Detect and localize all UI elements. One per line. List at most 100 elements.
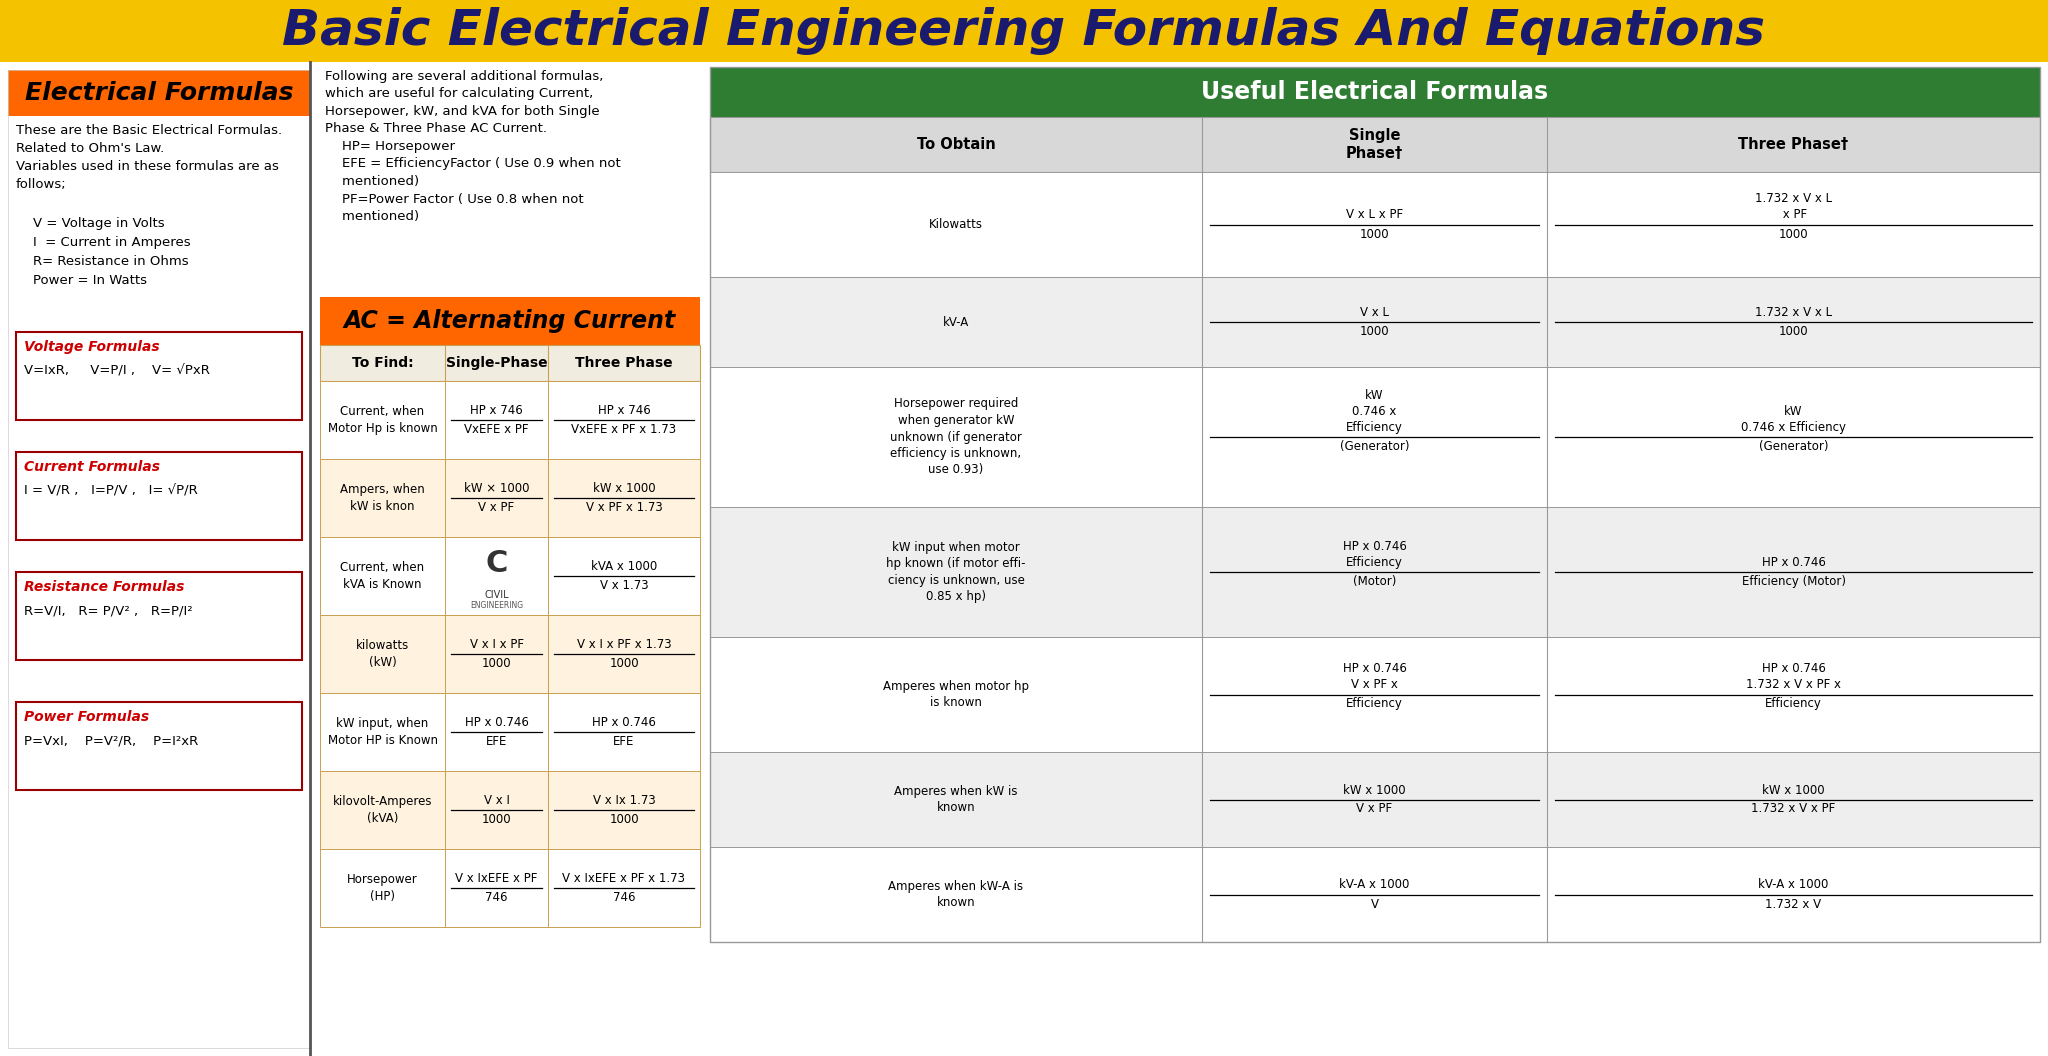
Text: HP x 0.746
V x PF x: HP x 0.746 V x PF x (1343, 662, 1407, 692)
Text: 1.732 x V x L: 1.732 x V x L (1755, 306, 1833, 319)
Bar (8, 70, 309, 1048)
Text: Three Phase†: Three Phase† (1739, 137, 1849, 152)
Text: ENGINEERING: ENGINEERING (469, 601, 522, 610)
Text: VxEFE x PF: VxEFE x PF (465, 423, 528, 436)
Text: V x PF: V x PF (479, 501, 514, 514)
Text: Efficiency: Efficiency (1765, 698, 1823, 711)
Text: HP x 0.746
Efficiency: HP x 0.746 Efficiency (1343, 540, 1407, 569)
Bar (711, 507, 2040, 637)
Bar (319, 345, 700, 381)
Text: Power Formulas: Power Formulas (25, 710, 150, 724)
Text: Current Formulas: Current Formulas (25, 460, 160, 474)
Bar (16, 452, 301, 540)
Bar (8, 70, 309, 116)
Text: 1.732 x V x PF: 1.732 x V x PF (1751, 803, 1835, 815)
Text: 1000: 1000 (481, 813, 512, 826)
Text: Basic Electrical Engineering Formulas And Equations: Basic Electrical Engineering Formulas An… (283, 7, 1765, 55)
Text: 1.732 x V: 1.732 x V (1765, 898, 1821, 910)
Text: 1000: 1000 (1778, 325, 1808, 338)
Text: These are the Basic Electrical Formulas.
Related to Ohm's Law.
Variables used in: These are the Basic Electrical Formulas.… (16, 124, 283, 191)
Text: P=VxI,    P=V²/R,    P=I²xR: P=VxI, P=V²/R, P=I²xR (25, 734, 199, 747)
Text: 1000: 1000 (608, 813, 639, 826)
Text: EFE: EFE (612, 735, 635, 748)
Text: (Motor): (Motor) (1354, 576, 1397, 588)
Bar (711, 172, 2040, 277)
Text: Single
Phase†: Single Phase† (1346, 128, 1403, 162)
Text: V x I: V x I (483, 794, 510, 807)
Text: kV-A x 1000: kV-A x 1000 (1339, 879, 1409, 891)
Bar (711, 277, 2040, 367)
Text: V = Voltage in Volts
    I  = Current in Amperes
    R= Resistance in Ohms
    P: V = Voltage in Volts I = Current in Ampe… (16, 216, 190, 287)
Text: kW
0.746 x Efficiency: kW 0.746 x Efficiency (1741, 406, 1845, 434)
Text: kVA x 1000: kVA x 1000 (592, 560, 657, 573)
Text: Amperes when kW is
known: Amperes when kW is known (895, 785, 1018, 814)
Text: HP x 0.746: HP x 0.746 (592, 716, 655, 729)
Bar (16, 332, 301, 420)
Text: HP x 0.746: HP x 0.746 (465, 716, 528, 729)
Text: kW × 1000: kW × 1000 (463, 482, 528, 495)
Bar (16, 572, 301, 660)
Bar (711, 847, 2040, 942)
Bar (711, 67, 2040, 117)
Text: V x L: V x L (1360, 306, 1389, 319)
Text: Three Phase: Three Phase (575, 356, 674, 370)
Bar (319, 381, 700, 459)
Text: V x L x PF: V x L x PF (1346, 208, 1403, 222)
Bar (16, 702, 301, 790)
Text: V x I x PF x 1.73: V x I x PF x 1.73 (578, 638, 672, 650)
Text: Horsepower
(HP): Horsepower (HP) (346, 873, 418, 903)
Text: CIVIL: CIVIL (483, 590, 508, 600)
Text: kW x 1000: kW x 1000 (1343, 784, 1405, 796)
Text: 1000: 1000 (1360, 227, 1389, 241)
Text: V x I x PF: V x I x PF (469, 638, 524, 650)
Text: Amperes when motor hp
is known: Amperes when motor hp is known (883, 680, 1028, 710)
Text: V x PF x 1.73: V x PF x 1.73 (586, 501, 662, 514)
Text: Current, when
Motor Hp is known: Current, when Motor Hp is known (328, 406, 438, 435)
Text: 1000: 1000 (481, 657, 512, 670)
Bar (319, 459, 700, 538)
Text: V x IxEFE x PF: V x IxEFE x PF (455, 872, 539, 885)
Text: Voltage Formulas: Voltage Formulas (25, 340, 160, 354)
Text: kilowatts
(kW): kilowatts (kW) (356, 639, 410, 668)
Bar (319, 615, 700, 693)
Text: Kilowatts: Kilowatts (930, 218, 983, 231)
Text: Efficiency (Motor): Efficiency (Motor) (1741, 576, 1845, 588)
Text: (Generator): (Generator) (1339, 440, 1409, 453)
Text: HP x 746: HP x 746 (598, 404, 651, 417)
Bar (319, 693, 700, 771)
Text: Amperes when kW-A is
known: Amperes when kW-A is known (889, 880, 1024, 909)
Text: kilovolt-Amperes
(kVA): kilovolt-Amperes (kVA) (332, 795, 432, 825)
Text: (Generator): (Generator) (1759, 440, 1829, 453)
Bar (0, 0, 2048, 62)
Text: HP x 746: HP x 746 (471, 404, 522, 417)
Text: V x 1.73: V x 1.73 (600, 579, 649, 592)
Text: AC = Alternating Current: AC = Alternating Current (344, 309, 676, 333)
Text: kV-A: kV-A (942, 316, 969, 328)
Text: HP x 0.746
1.732 x V x PF x: HP x 0.746 1.732 x V x PF x (1747, 662, 1841, 692)
Text: kV-A x 1000: kV-A x 1000 (1759, 879, 1829, 891)
Bar (319, 771, 700, 849)
Text: kW input when motor
hp known (if motor effi-
ciency is unknown, use
0.85 x hp): kW input when motor hp known (if motor e… (887, 541, 1026, 603)
Bar (711, 637, 2040, 752)
Bar (319, 297, 700, 345)
Text: Resistance Formulas: Resistance Formulas (25, 580, 184, 593)
Text: R=V/I,   R= P/V² ,   R=P/I²: R=V/I, R= P/V² , R=P/I² (25, 604, 193, 617)
Bar (711, 67, 2040, 942)
Text: 1000: 1000 (1360, 325, 1389, 338)
Text: Efficiency: Efficiency (1346, 698, 1403, 711)
Text: kW input, when
Motor HP is Known: kW input, when Motor HP is Known (328, 717, 438, 747)
Text: kW x 1000: kW x 1000 (592, 482, 655, 495)
Text: V: V (1370, 898, 1378, 910)
Text: Electrical Formulas: Electrical Formulas (25, 81, 293, 105)
Text: HP x 0.746: HP x 0.746 (1761, 557, 1825, 569)
Text: Ampers, when
kW is knon: Ampers, when kW is knon (340, 484, 424, 513)
Text: EFE: EFE (485, 735, 508, 748)
Text: Horsepower required
when generator kW
unknown (if generator
efficiency is unknow: Horsepower required when generator kW un… (891, 397, 1022, 476)
Text: To Obtain: To Obtain (918, 137, 995, 152)
Text: 746: 746 (485, 891, 508, 904)
Text: Following are several additional formulas,
which are useful for calculating Curr: Following are several additional formula… (326, 70, 621, 223)
Text: V=IxR,     V=P/I ,    V= √PxR: V=IxR, V=P/I , V= √PxR (25, 364, 209, 377)
Text: Current, when
kVA is Known: Current, when kVA is Known (340, 561, 424, 590)
Bar (711, 367, 2040, 507)
Text: Useful Electrical Formulas: Useful Electrical Formulas (1202, 80, 1548, 103)
